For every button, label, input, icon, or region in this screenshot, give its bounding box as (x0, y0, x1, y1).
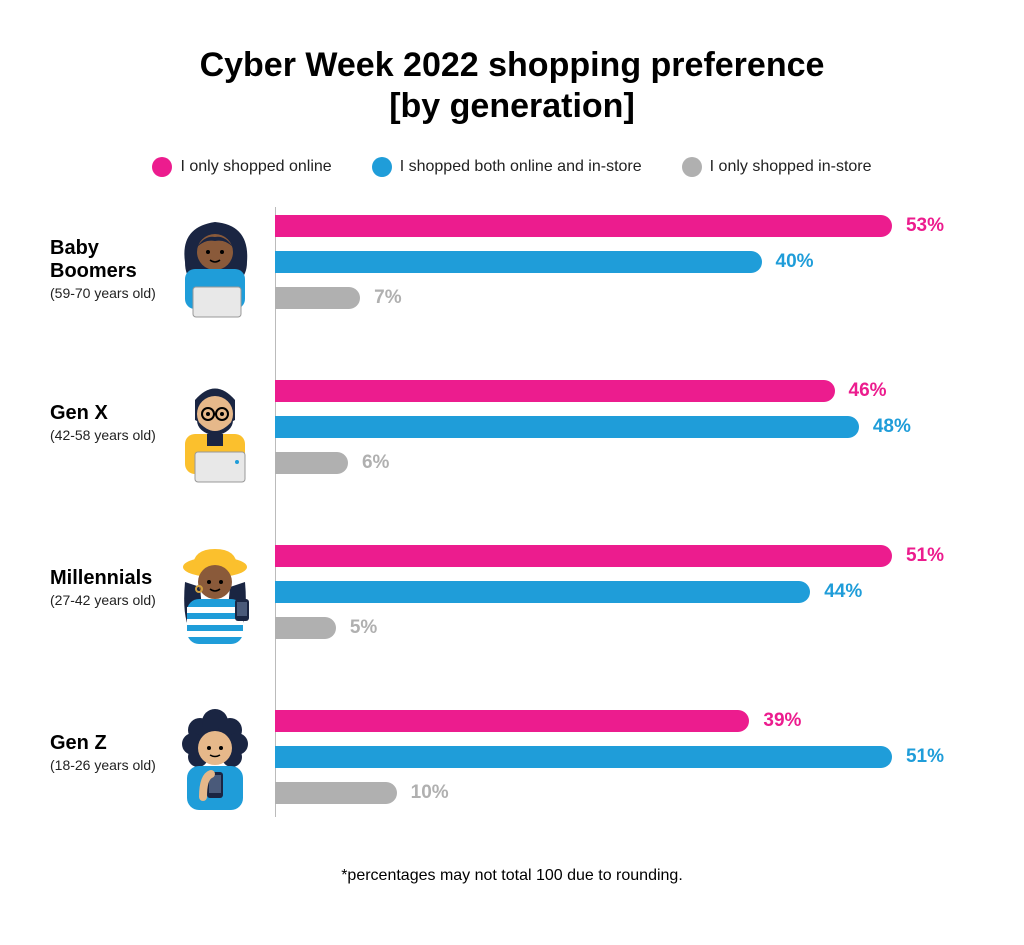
legend-item: I shopped both online and in-store (372, 157, 642, 177)
bar-online_only (275, 710, 749, 732)
group-name: Millennials (50, 567, 160, 590)
generation-group-millennials: Millennials(27-42 years old) 51%44%5% (275, 537, 944, 652)
bar-row: 5% (275, 615, 944, 641)
bar-row: 48% (275, 414, 944, 440)
generation-group-gen-z: Gen Z(18-26 years old) 39%51%10% (275, 702, 944, 817)
group-name: Gen Z (50, 732, 160, 755)
bar-both (275, 416, 859, 438)
legend-label: I only shopped in-store (710, 158, 872, 176)
bar-row: 6% (275, 450, 944, 476)
legend: I only shopped online I shopped both onli… (50, 157, 974, 177)
generation-group-baby-boomers: Baby Boomers(59-70 years old) 53%40%7% (275, 207, 944, 322)
legend-dot (372, 157, 392, 177)
group-label: Gen Z (18-26 years old) (50, 732, 160, 774)
legend-dot (152, 157, 172, 177)
group-name: Gen X (50, 402, 160, 425)
bar-group: 39% 51% 10% (275, 702, 944, 806)
bar-row: 10% (275, 780, 944, 806)
group-label: Baby Boomers (59-70 years old) (50, 237, 160, 302)
legend-dot (682, 157, 702, 177)
bar-value-label: 10% (411, 782, 449, 804)
bar-row: 51% (275, 744, 944, 770)
bar-value-label: 46% (849, 380, 887, 402)
generation-group-gen-x: Gen X(42-58 years old) 46%48%6% (275, 372, 944, 487)
avatar-gen-z-icon (160, 702, 270, 817)
bar-value-label: 51% (906, 545, 944, 567)
chart-title: Cyber Week 2022 shopping preference [by … (50, 45, 974, 127)
bar-online_only (275, 215, 892, 237)
legend-item: I only shopped in-store (682, 157, 872, 177)
bar-both (275, 746, 892, 768)
bar-row: 39% (275, 708, 944, 734)
bar-row: 51% (275, 543, 944, 569)
avatar-baby-boomers-icon (160, 207, 270, 322)
bar-row: 46% (275, 378, 944, 404)
chart-title-line2: [by generation] (389, 87, 635, 125)
bar-value-label: 39% (763, 710, 801, 732)
bar-online_only (275, 380, 835, 402)
bar-value-label: 40% (776, 251, 814, 273)
chart-area: Baby Boomers (59-70 years old) 53% 40% 7% Ge… (50, 207, 974, 817)
bar-both (275, 581, 810, 603)
bar-instore_only (275, 617, 336, 639)
bar-value-label: 48% (873, 416, 911, 438)
bar-value-label: 5% (350, 617, 377, 639)
bar-row: 7% (275, 285, 944, 311)
bar-instore_only (275, 782, 397, 804)
group-label: Millennials (27-42 years old) (50, 567, 160, 609)
bar-group: 46% 48% 6% (275, 372, 944, 476)
group-age: (42-58 years old) (50, 427, 160, 444)
bar-row: 44% (275, 579, 944, 605)
group-age: (27-42 years old) (50, 592, 160, 609)
legend-item: I only shopped online (152, 157, 331, 177)
bar-value-label: 44% (824, 581, 862, 603)
bar-instore_only (275, 452, 348, 474)
legend-label: I shopped both online and in-store (400, 158, 642, 176)
avatar-gen-x-icon (160, 372, 270, 487)
bar-value-label: 53% (906, 215, 944, 237)
bar-value-label: 6% (362, 452, 389, 474)
bar-value-label: 7% (374, 287, 401, 309)
chart-title-line1: Cyber Week 2022 shopping preference (200, 46, 825, 84)
legend-label: I only shopped online (180, 158, 331, 176)
group-label: Gen X (42-58 years old) (50, 402, 160, 444)
bar-row: 53% (275, 213, 944, 239)
bar-value-label: 51% (906, 746, 944, 768)
footnote: *percentages may not total 100 due to ro… (50, 867, 974, 885)
group-age: (59-70 years old) (50, 285, 160, 302)
bar-group: 53% 40% 7% (275, 207, 944, 311)
group-name: Baby Boomers (50, 237, 160, 283)
group-age: (18-26 years old) (50, 757, 160, 774)
bar-group: 51% 44% 5% (275, 537, 944, 641)
avatar-millennials-icon (160, 537, 270, 652)
bar-online_only (275, 545, 892, 567)
bar-row: 40% (275, 249, 944, 275)
bar-instore_only (275, 287, 360, 309)
bar-both (275, 251, 762, 273)
